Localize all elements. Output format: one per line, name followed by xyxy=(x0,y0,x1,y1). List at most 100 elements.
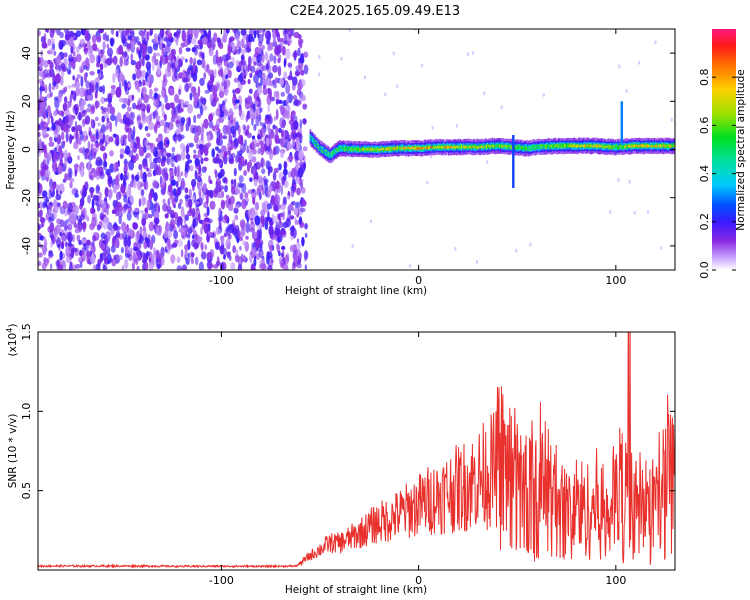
noise-blob xyxy=(96,35,102,43)
noise-blob xyxy=(118,216,122,225)
noise-blob xyxy=(52,168,57,173)
noise-blob xyxy=(118,44,124,55)
signal-cell xyxy=(394,147,397,150)
noise-blob xyxy=(185,257,190,265)
signal-cell xyxy=(353,148,355,151)
noise-blob xyxy=(134,80,140,90)
signal-cell xyxy=(604,145,606,148)
noise-blob xyxy=(250,217,254,225)
signal-cell xyxy=(362,148,365,151)
noise-blob xyxy=(173,239,179,244)
signal-cell xyxy=(453,145,456,148)
noise-blob xyxy=(163,73,167,83)
noise-blob xyxy=(161,81,166,93)
noise-blob xyxy=(48,205,52,211)
noise-blob xyxy=(286,37,293,46)
noise-blob xyxy=(86,94,93,101)
noise-blob xyxy=(225,126,231,136)
noise-blob xyxy=(204,166,207,172)
signal-cell xyxy=(606,145,609,148)
noise-blob xyxy=(128,117,132,128)
signal-cell xyxy=(494,145,496,148)
noise-blob xyxy=(137,244,142,249)
noise-blob xyxy=(64,117,68,127)
noise-blob xyxy=(214,169,218,179)
signal-cell xyxy=(650,145,652,148)
noise-blob xyxy=(155,115,161,120)
noise-blob xyxy=(48,109,52,119)
noise-blob xyxy=(70,46,74,55)
noise-blob xyxy=(147,214,153,219)
noise-blob xyxy=(266,203,272,210)
noise-blob xyxy=(204,148,209,156)
noise-blob xyxy=(130,141,135,150)
noise-blob xyxy=(255,116,260,127)
noise-blob xyxy=(297,167,304,179)
noise-blob xyxy=(234,87,241,94)
signal-cell xyxy=(462,145,464,148)
noise-blob xyxy=(102,219,108,230)
noise-blob xyxy=(161,89,165,97)
noise-blob xyxy=(197,44,203,50)
noise-blob xyxy=(41,190,48,198)
noise-blob xyxy=(102,159,107,171)
signal-cell xyxy=(393,148,396,151)
x-tick-label: 0 xyxy=(415,274,422,287)
signal-cell xyxy=(459,146,462,149)
signal-cell xyxy=(537,146,540,149)
noise-blob xyxy=(52,151,58,162)
signal-cell xyxy=(549,144,552,148)
noise-blob xyxy=(256,85,263,95)
noise-blob xyxy=(96,205,101,212)
noise-blob xyxy=(184,163,191,173)
signal-cell xyxy=(517,146,520,149)
signal-cell xyxy=(379,148,381,151)
noise-blob xyxy=(194,169,198,180)
signal-cell xyxy=(450,146,452,149)
noise-blob xyxy=(138,163,143,171)
signal-cell xyxy=(427,147,430,150)
signal-cell xyxy=(451,146,454,149)
noise-speck xyxy=(659,246,663,250)
signal-cell xyxy=(491,145,494,148)
signal-cell xyxy=(515,146,517,149)
noise-blob xyxy=(86,253,90,264)
noise-blob xyxy=(72,75,76,81)
noise-blob xyxy=(153,217,160,225)
noise-blob xyxy=(142,162,149,170)
noise-blob xyxy=(161,256,165,266)
noise-blob xyxy=(95,116,99,122)
signal-cell xyxy=(561,144,564,147)
signal-cell xyxy=(672,145,675,148)
noise-blob xyxy=(136,214,140,221)
noise-blob xyxy=(123,59,127,66)
spectrogram-ticks: -100 0 100 -40 -20 0 20 40 xyxy=(20,29,675,287)
signal-cell xyxy=(526,147,528,150)
noise-blob xyxy=(242,61,246,67)
noise-blob xyxy=(155,249,160,260)
noise-blob xyxy=(198,261,204,270)
signal-cell xyxy=(571,144,573,147)
noise-blob xyxy=(105,153,108,159)
noise-blob xyxy=(164,54,169,64)
noise-blob xyxy=(134,207,139,213)
noise-blob xyxy=(244,68,248,77)
noise-blob xyxy=(122,134,128,140)
signal-cell xyxy=(638,145,641,148)
noise-blob xyxy=(156,64,161,75)
noise-blob xyxy=(299,161,304,169)
noise-blob xyxy=(130,53,134,62)
noise-blob xyxy=(91,222,95,229)
noise-blob xyxy=(299,118,303,130)
signal-cell xyxy=(452,146,455,149)
noise-blob xyxy=(184,170,188,178)
noise-blob xyxy=(256,96,260,102)
noise-blob xyxy=(89,71,95,76)
noise-blob xyxy=(208,69,215,77)
noise-blob xyxy=(269,147,273,155)
noise-blob xyxy=(81,99,87,106)
noise-blob xyxy=(87,160,92,166)
noise-blob xyxy=(207,251,213,261)
noise-blob xyxy=(191,239,196,248)
noise-blob xyxy=(270,195,276,206)
